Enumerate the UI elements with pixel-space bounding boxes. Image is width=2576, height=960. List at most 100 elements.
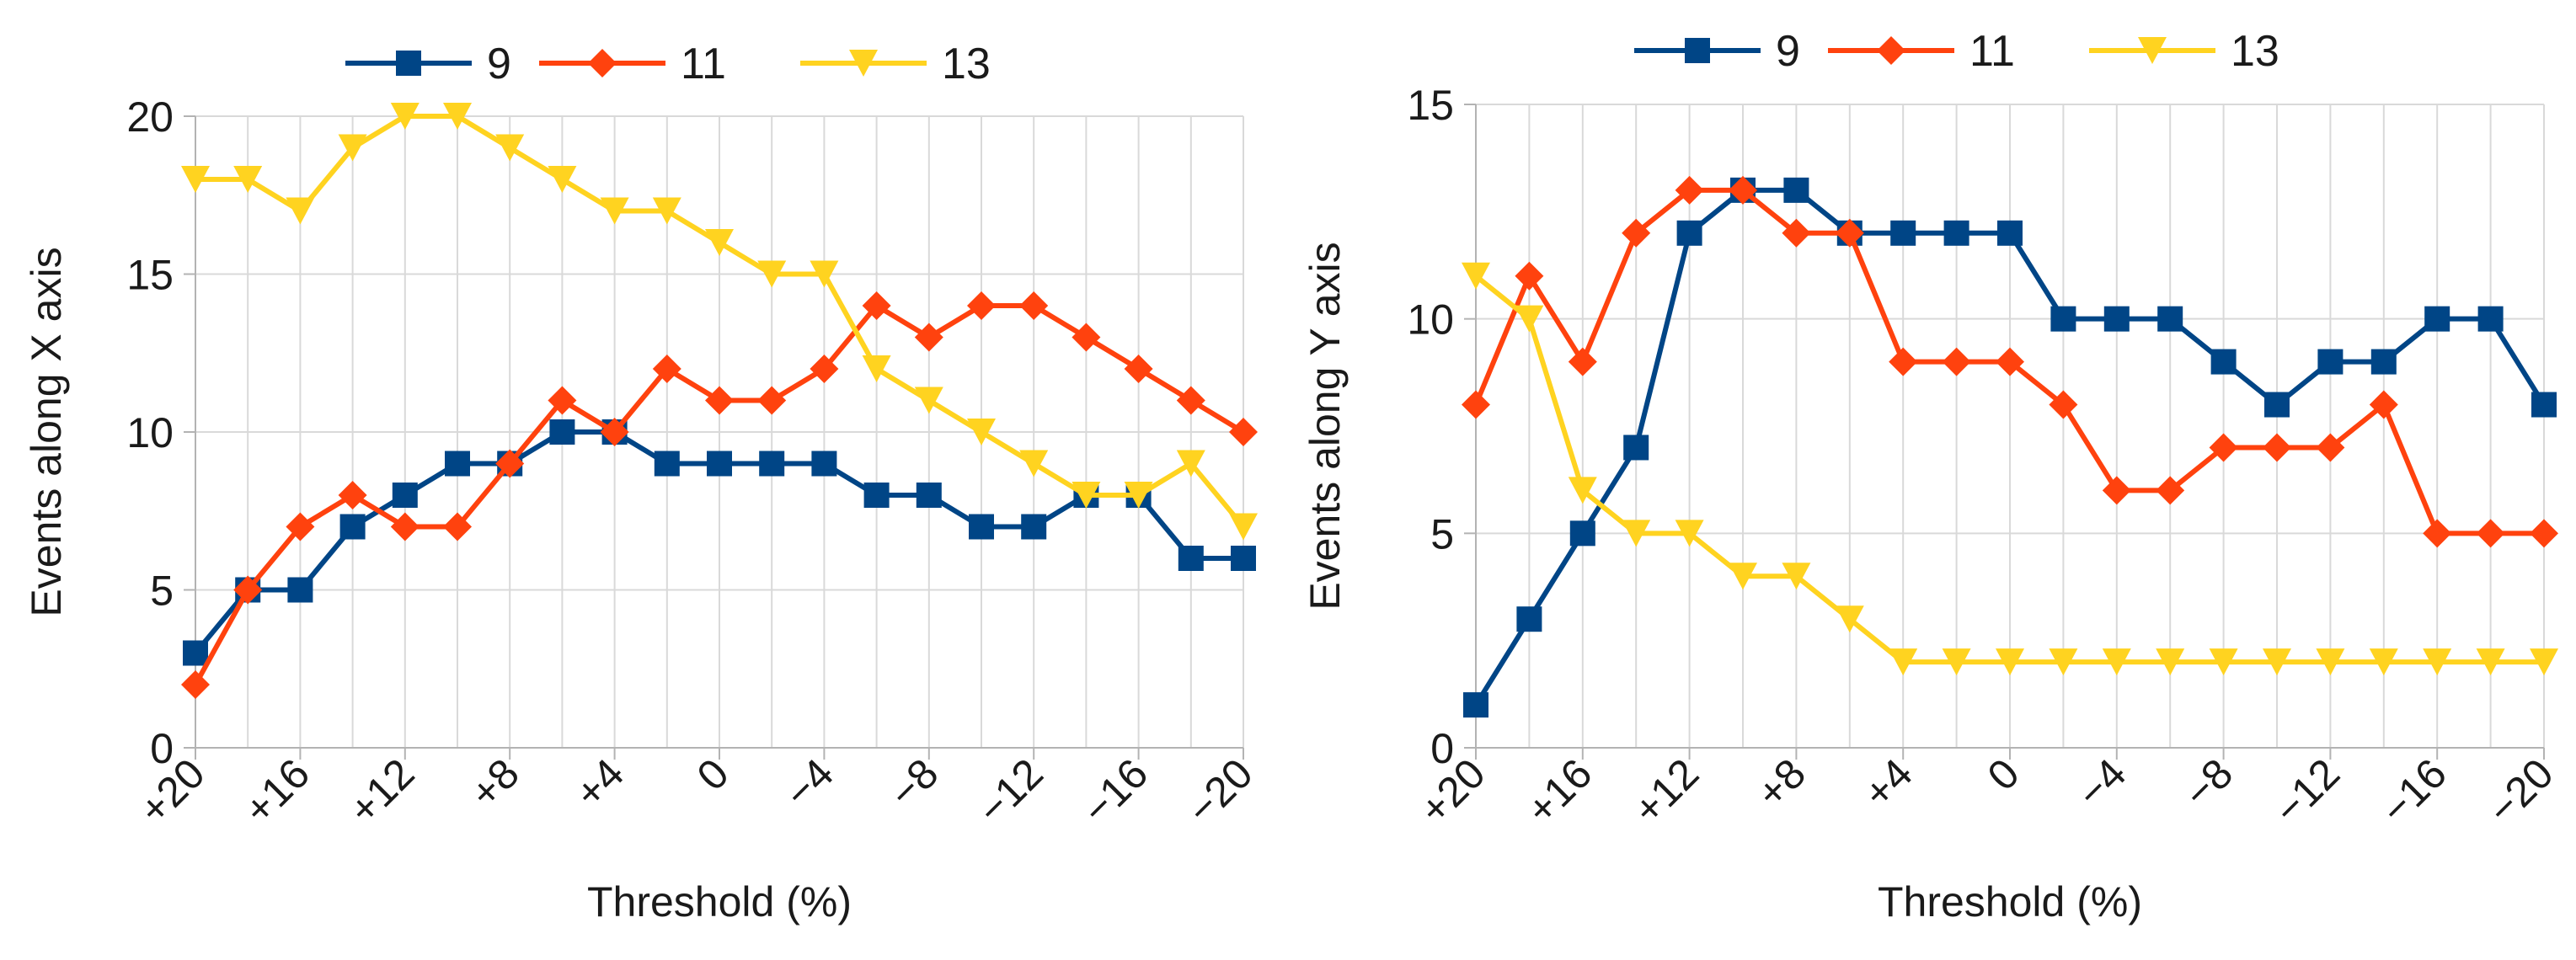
data-point-13 <box>1729 563 1757 590</box>
data-point-13 <box>286 197 315 225</box>
data-point-9 <box>1463 692 1488 718</box>
data-point-9 <box>969 514 994 540</box>
data-point-9 <box>2210 349 2237 375</box>
x-tick-label: −20 <box>1178 749 1262 834</box>
data-point-13 <box>862 355 891 382</box>
data-point-11 <box>914 323 943 352</box>
data-point-9 <box>2264 392 2290 418</box>
data-point-13 <box>1072 482 1101 509</box>
data-point-11 <box>2369 390 2398 419</box>
data-point-9 <box>1178 546 1204 571</box>
data-point-13 <box>914 387 943 414</box>
data-point-13 <box>1124 482 1153 509</box>
y-tick-label: 20 <box>126 93 174 141</box>
data-point-13 <box>2530 648 2558 676</box>
data-point-13 <box>1942 648 1971 676</box>
data-point-11 <box>2476 519 2505 548</box>
data-point-11 <box>548 386 577 415</box>
data-point-11 <box>1996 347 2024 376</box>
legend-label: 11 <box>1969 27 2015 76</box>
data-point-13 <box>2049 648 2078 676</box>
x-tick-label: +16 <box>1517 749 1601 834</box>
data-point-13 <box>548 166 577 193</box>
data-point-11 <box>2263 433 2291 462</box>
data-point-13 <box>1675 520 1704 547</box>
x-tick-label: +20 <box>1410 749 1494 834</box>
data-point-9 <box>392 483 418 508</box>
data-point-13 <box>2423 648 2452 676</box>
data-point-11 <box>600 418 629 446</box>
legend-marker-9 <box>1685 38 1710 63</box>
data-point-13 <box>1515 305 1544 333</box>
series-13 <box>1462 262 2558 676</box>
data-point-9 <box>2531 392 2557 418</box>
data-point-9 <box>1943 220 1969 246</box>
legend-label: 13 <box>942 40 991 88</box>
data-point-11 <box>286 512 315 541</box>
data-point-11 <box>810 355 839 383</box>
data-point-9 <box>1231 546 1256 571</box>
data-point-11 <box>862 291 891 320</box>
legend-item-11: 11 <box>1828 27 2015 76</box>
data-point-9 <box>1676 220 1702 246</box>
data-point-13 <box>495 134 525 162</box>
data-point-9 <box>1890 220 1916 246</box>
data-point-13 <box>652 197 681 225</box>
data-point-9 <box>445 451 470 477</box>
data-point-9 <box>2157 306 2183 332</box>
data-point-13 <box>181 166 210 193</box>
data-point-9 <box>759 451 785 477</box>
data-point-13 <box>1835 605 1864 633</box>
y-tick-label: 15 <box>1407 82 1454 129</box>
data-point-13 <box>1229 513 1258 541</box>
data-point-11 <box>2423 519 2452 548</box>
legend-marker-9 <box>396 51 421 76</box>
data-point-9 <box>916 483 942 508</box>
x-axis-title: Threshold (%) <box>587 878 852 925</box>
legend-item-9: 9 <box>1634 27 1800 76</box>
x-tick-label: −8 <box>2174 749 2242 817</box>
legend-item-13: 13 <box>2089 27 2279 76</box>
y-tick-label: 10 <box>126 409 174 456</box>
data-point-11 <box>181 670 210 699</box>
data-point-9 <box>811 451 837 477</box>
data-point-11 <box>1622 218 1651 248</box>
data-point-13 <box>443 103 472 130</box>
data-point-11 <box>1889 347 1918 376</box>
data-point-11 <box>2049 390 2078 419</box>
data-point-11 <box>390 512 420 541</box>
data-point-9 <box>339 514 366 540</box>
data-point-13 <box>810 260 839 288</box>
data-point-9 <box>1997 220 2023 246</box>
data-point-11 <box>757 386 787 415</box>
legend-label: 9 <box>487 40 511 88</box>
y-tick-label: 5 <box>150 568 174 615</box>
legend-marker-11 <box>588 49 617 77</box>
legend-item-13: 13 <box>800 40 991 88</box>
x-tick-label: −4 <box>2068 749 2135 817</box>
data-point-9 <box>549 419 575 445</box>
x-tick-label: +8 <box>461 749 528 817</box>
legend-label: 11 <box>681 40 726 88</box>
data-point-13 <box>2369 648 2398 676</box>
x-tick-label: −12 <box>968 749 1052 834</box>
data-point-9 <box>287 577 313 603</box>
data-point-13 <box>1568 477 1597 504</box>
data-point-13 <box>1176 450 1205 477</box>
data-point-13 <box>600 197 629 225</box>
x-tick-label: −20 <box>2478 749 2563 834</box>
data-point-9 <box>1516 606 1542 632</box>
data-point-9 <box>2370 349 2397 375</box>
x-tick-label: −4 <box>775 749 842 817</box>
y-tick-label: 15 <box>126 252 174 299</box>
data-point-11 <box>1675 175 1704 205</box>
data-point-9 <box>2477 306 2504 332</box>
legend-item-11: 11 <box>539 40 726 88</box>
data-point-9 <box>863 483 890 508</box>
data-point-13 <box>338 134 367 162</box>
data-point-13 <box>1462 262 1490 290</box>
x-tick-label: 0 <box>1979 749 2028 799</box>
data-point-9 <box>2424 306 2450 332</box>
data-point-11 <box>2209 433 2238 462</box>
